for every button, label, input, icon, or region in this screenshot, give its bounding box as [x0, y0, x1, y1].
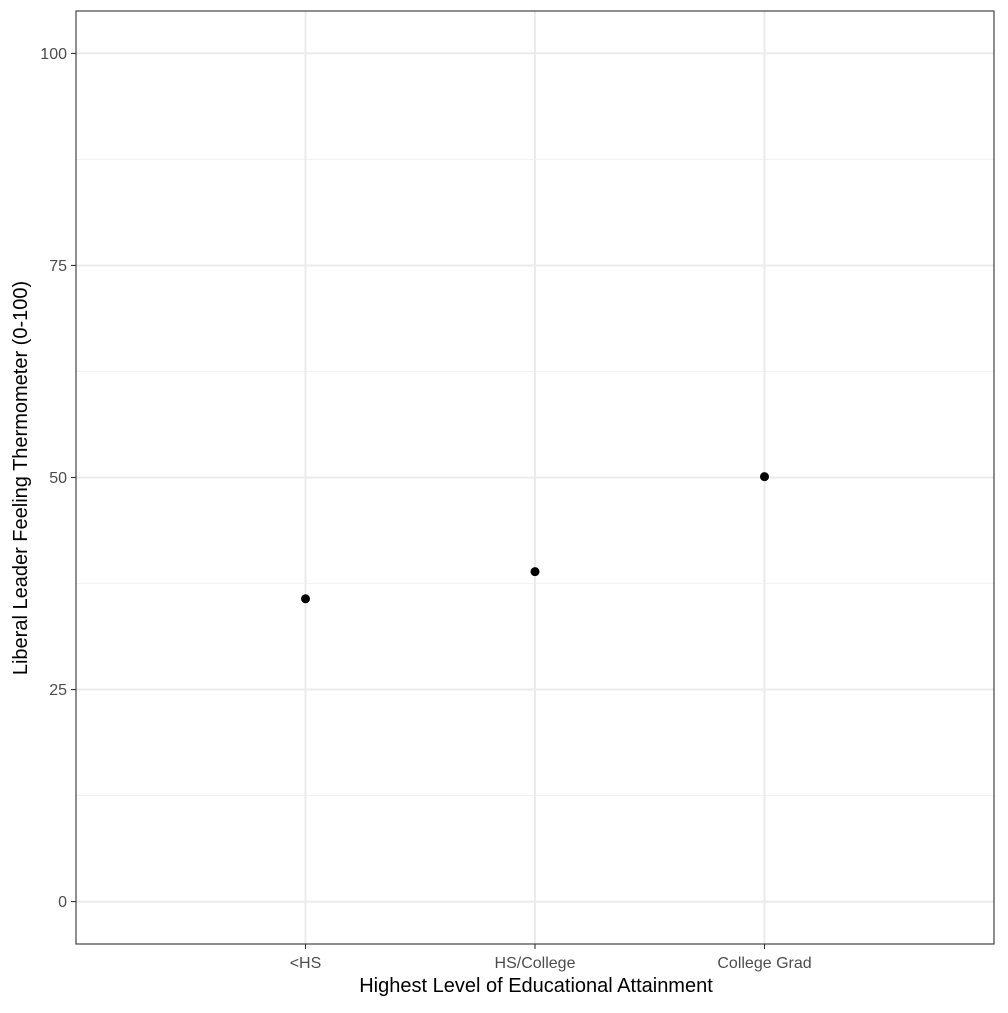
y-axis-title: Liberal Leader Feeling Thermometer (0-10…: [10, 281, 32, 675]
y-tick-label: 25: [49, 682, 67, 699]
data-point: [760, 472, 769, 482]
panel-border: [75, 10, 995, 945]
data-point: [301, 594, 310, 604]
y-tick-label: 0: [58, 894, 67, 911]
x-tick-label: College Grad: [717, 955, 811, 972]
data-point: [530, 567, 540, 577]
points-layer: [301, 472, 769, 604]
x-tick-label: <HS: [290, 955, 322, 972]
y-tick-label: 50: [49, 470, 67, 487]
y-tick-label: 100: [40, 46, 67, 63]
y-tick-label: 75: [49, 258, 67, 275]
x-axis-title: Highest Level of Educational Attainment: [359, 975, 713, 997]
grid-layer: [76, 11, 994, 944]
x-tick-label: HS/College: [495, 955, 576, 972]
labels-layer: 0 25 50 75 100 <HS HS/College College Grad: [40, 46, 811, 972]
ticks-layer: [71, 52, 766, 949]
